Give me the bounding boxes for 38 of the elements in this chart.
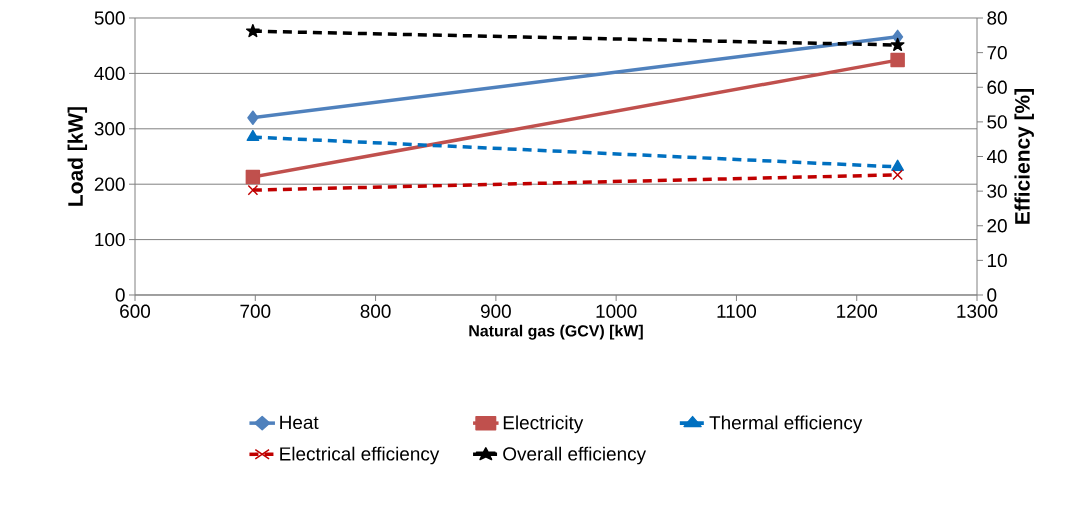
x-tick-label: 1100 (717, 304, 757, 318)
y2-tick-label: 0 (987, 288, 997, 302)
y2-tick-label: 50 (987, 115, 1007, 129)
y-tick-label: 0 (115, 288, 125, 302)
x-tick-label: 800 (360, 304, 391, 318)
y-tick-label: 400 (94, 66, 125, 81)
x-tick-label: 1300 (957, 304, 998, 318)
point (890, 37, 905, 52)
legend-label: Electrical efficiency (280, 446, 440, 465)
point (890, 52, 905, 68)
x-tick-label: 700 (240, 304, 271, 318)
y2-tick-label: 60 (987, 80, 1007, 94)
y2-tick-label: 80 (987, 11, 1007, 25)
x-tick-label: 900 (480, 304, 511, 318)
legend-label: Electricity (503, 415, 584, 434)
x-tick-label: 1000 (596, 304, 637, 318)
y2-axis-title: Efficiency [%] (1014, 89, 1034, 224)
x-tick-label: 1200 (837, 304, 878, 318)
legend-label: Heat (280, 415, 319, 430)
point (245, 169, 261, 185)
point (247, 184, 259, 196)
y-axis-title: Load [kW] (67, 107, 88, 206)
legend-label: Thermal efficiency (709, 415, 863, 434)
point (892, 169, 903, 181)
y2-tick-label: 70 (987, 45, 1007, 60)
y-tick-label: 300 (94, 122, 125, 136)
y2-tick-label: 20 (987, 219, 1007, 233)
point (245, 23, 260, 38)
x-tick-label: 600 (120, 304, 151, 318)
legend-label: Overall efficiency (503, 446, 647, 465)
y-tick-label: 100 (95, 232, 125, 247)
y2-tick-label: 30 (987, 184, 1007, 198)
y2-tick-label: 40 (986, 149, 1007, 164)
x-axis-title: Natural gas (GCV) [kW] (469, 324, 643, 340)
y2-tick-label: 10 (987, 253, 1007, 268)
y-tick-label: 500 (94, 11, 125, 25)
y-tick-label: 200 (94, 177, 125, 191)
point (247, 110, 259, 125)
